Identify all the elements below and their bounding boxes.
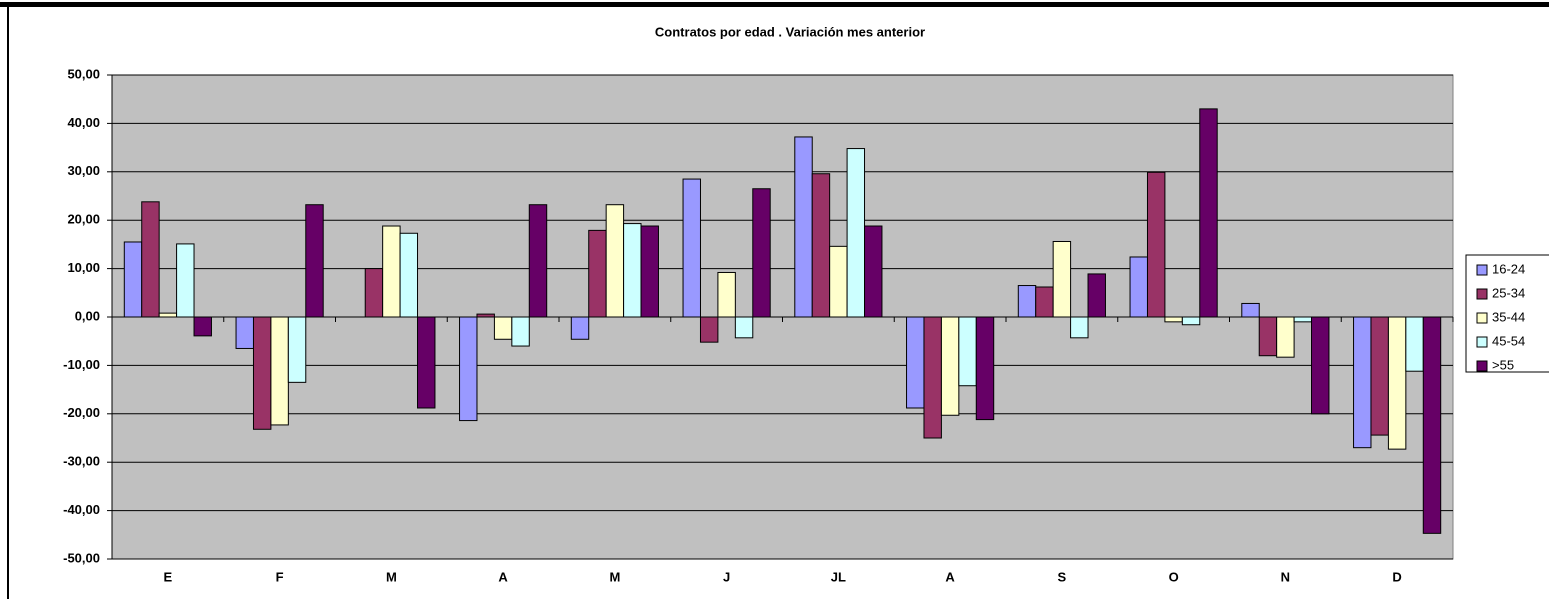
bar <box>906 316 925 409</box>
legend-label: 35-44 <box>1492 309 1525 324</box>
bar <box>417 316 436 409</box>
bar <box>1199 108 1218 318</box>
x-tick-label: S <box>1058 569 1067 584</box>
bar <box>570 316 590 340</box>
x-tick-label: O <box>1169 569 1179 584</box>
bar <box>235 316 254 349</box>
x-tick-label: F <box>276 569 284 584</box>
y-tick-label: -40,00 <box>63 502 100 517</box>
bar <box>1181 316 1201 326</box>
x-tick-label: M <box>609 569 620 584</box>
x-tick-label: JL <box>831 569 846 584</box>
x-tick-label: A <box>498 569 508 584</box>
bar <box>1052 240 1072 318</box>
legend-swatch <box>1476 336 1488 348</box>
y-tick-label: 20,00 <box>67 212 100 227</box>
bar <box>176 243 195 318</box>
bar <box>864 225 883 318</box>
bar <box>1241 302 1260 318</box>
legend-swatch <box>1476 360 1488 372</box>
legend-swatch <box>1476 288 1488 300</box>
bar <box>364 268 384 318</box>
bar <box>1405 316 1424 372</box>
bar <box>1353 316 1372 449</box>
top-border <box>0 2 1549 7</box>
bar <box>940 316 960 416</box>
x-tick-label: E <box>164 569 173 584</box>
bar <box>270 316 289 426</box>
bar <box>141 201 160 318</box>
bar <box>1258 316 1278 357</box>
bar <box>958 316 977 387</box>
y-tick-label: -30,00 <box>63 454 100 469</box>
bar <box>640 225 659 318</box>
y-tick-label: -50,00 <box>63 550 100 565</box>
bar <box>1035 286 1054 318</box>
bar <box>717 271 736 318</box>
bar <box>1387 316 1407 450</box>
left-border <box>7 2 9 599</box>
bar <box>752 188 771 318</box>
bar <box>1164 316 1183 323</box>
bar <box>1146 171 1166 318</box>
legend-label: 16-24 <box>1492 261 1525 276</box>
legend-swatch <box>1476 312 1488 324</box>
bar <box>734 316 754 339</box>
y-tick-label: 10,00 <box>67 260 100 275</box>
bar <box>287 316 307 383</box>
bar <box>1129 256 1148 318</box>
bar <box>158 312 178 318</box>
legend-swatch <box>1476 264 1488 276</box>
bar <box>682 178 701 318</box>
bar <box>699 316 719 343</box>
x-tick-label: A <box>945 569 955 584</box>
bar <box>459 316 478 422</box>
bar <box>1370 316 1389 436</box>
bar <box>1276 316 1295 358</box>
x-tick-label: N <box>1281 569 1290 584</box>
y-tick-label: 0,00 <box>75 308 100 323</box>
bar <box>382 225 401 318</box>
x-tick-label: D <box>1392 569 1401 584</box>
bar <box>193 316 212 337</box>
bar <box>493 316 513 340</box>
bar <box>511 316 530 347</box>
bar <box>811 173 831 318</box>
bar <box>528 204 548 318</box>
bar <box>1070 316 1089 339</box>
bar <box>123 241 143 318</box>
x-tick-label: M <box>386 569 397 584</box>
bar <box>846 148 866 318</box>
legend-label: 45-54 <box>1492 333 1525 348</box>
chart-title: Contratos por edad . Variación mes anter… <box>655 24 925 39</box>
bar <box>1087 273 1106 318</box>
bar <box>829 245 848 318</box>
bar <box>588 229 607 318</box>
bar <box>1017 285 1037 318</box>
y-tick-label: 50,00 <box>67 66 100 81</box>
bar <box>923 316 942 439</box>
bar <box>305 204 324 318</box>
x-tick-label: J <box>723 569 730 584</box>
bar <box>623 223 642 318</box>
y-tick-label: 30,00 <box>67 163 100 178</box>
bar <box>252 316 272 430</box>
bar <box>399 232 419 318</box>
bar <box>1293 316 1313 323</box>
bar <box>605 204 625 318</box>
y-tick-label: 40,00 <box>67 115 100 130</box>
y-tick-label: -10,00 <box>63 357 100 372</box>
bar <box>1422 316 1442 534</box>
bar <box>975 316 995 421</box>
y-tick-label: -20,00 <box>63 405 100 420</box>
legend-label: 25-34 <box>1492 285 1525 300</box>
bar <box>794 136 813 318</box>
bar <box>1311 316 1330 415</box>
legend-label: >55 <box>1492 357 1514 372</box>
